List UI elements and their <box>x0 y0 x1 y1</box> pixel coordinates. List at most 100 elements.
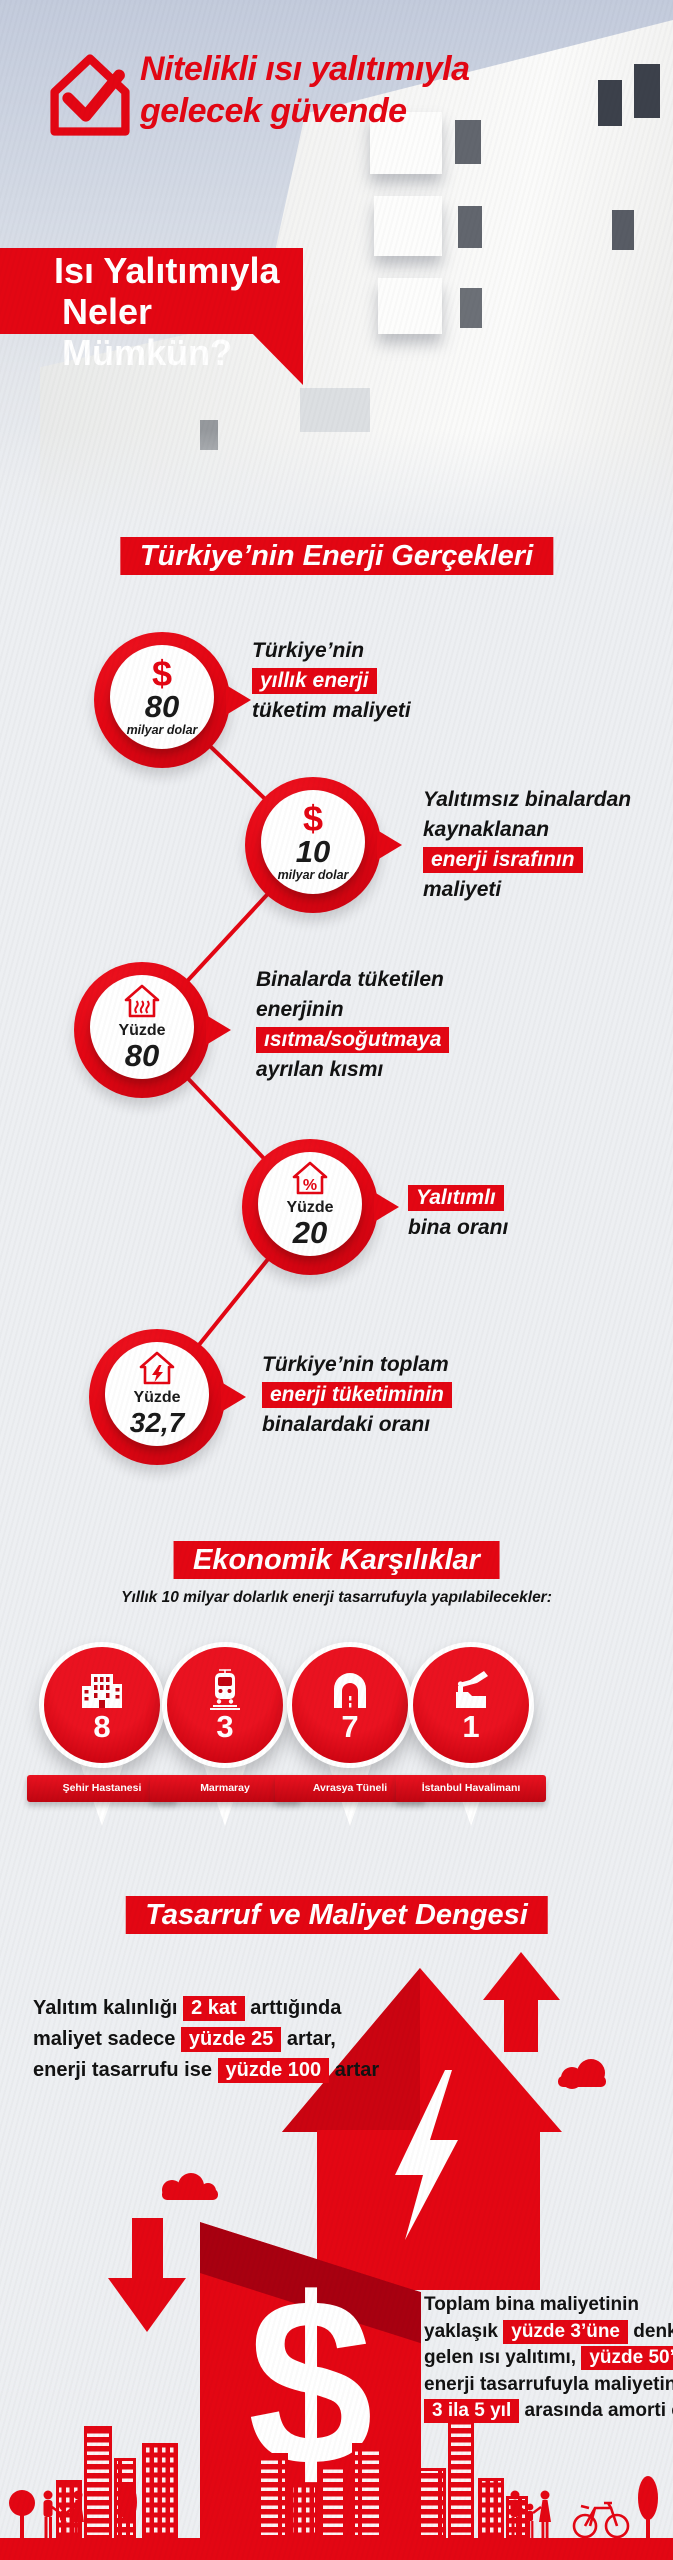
text: yaklaşık <box>424 2320 504 2342</box>
text-highlight: yüzde 100 <box>217 2058 330 2083</box>
text: maliyet sadece <box>33 2028 181 2050</box>
stat-caption: Binalarda tüketilen enerjinin ısıtma/soğ… <box>256 965 450 1085</box>
section-title-balance: Tasarruf ve Maliyet Dengesi <box>125 1896 548 1934</box>
stat-bubble-energy-cost: $ 80 milyar dolar <box>94 632 251 768</box>
text-highlight: 3 ila 5 yıl <box>424 2399 520 2423</box>
poster-title-line1: Nitelikli ısı yalıtımıyla <box>140 50 470 88</box>
caption-line: enerjinin <box>256 998 344 1021</box>
caption-line: ayrılan kısmı <box>256 1058 384 1081</box>
question-banner: Isı Yalıtımıyla Neler Mümkün? <box>0 248 303 373</box>
cloud-icon <box>558 2059 606 2089</box>
text-highlight: yüzde 3’üne <box>503 2319 628 2344</box>
text-highlight: yüzde 25 <box>180 2027 282 2052</box>
caption-line: Türkiye’nin toplam <box>262 1353 449 1376</box>
section-title-energy-facts: Türkiye’nin Enerji Gerçekleri <box>119 537 554 575</box>
photo-fade <box>0 430 673 550</box>
caption-line: tüketim maliyeti <box>252 699 411 722</box>
stat-label: Yüzde <box>286 1199 334 1216</box>
lightning-bolt-icon <box>395 2070 458 2240</box>
stat-bubble-heating-share: Yüzde 80 <box>74 962 231 1098</box>
insulation-thickness-text: Yalıtım kalınlığı 2 kat arttığında maliy… <box>33 1993 379 2086</box>
caption-line: maliyeti <box>423 878 502 901</box>
caption-line: Türkiye’nin <box>252 639 365 662</box>
caption-line: Yalıtımsız binalardan <box>423 788 632 811</box>
stat-pointer <box>226 685 251 715</box>
stat-content: $ 80 milyar dolar <box>110 645 214 749</box>
text: Toplam bina maliyetinin <box>424 2294 640 2315</box>
window <box>458 206 482 248</box>
balcony <box>378 278 442 334</box>
ground-bar <box>0 2538 673 2560</box>
text: artar, <box>281 2028 336 2050</box>
economic-subtitle: Yıllık 10 milyar dolarlık enerji tasarru… <box>121 1589 552 1606</box>
stat-value: 80 <box>144 688 180 724</box>
stat-value: 10 <box>295 833 331 869</box>
window <box>634 64 660 118</box>
cloud-icon <box>162 2173 218 2200</box>
stat-label: Yüzde <box>118 1022 166 1039</box>
pin-head: 1 <box>408 1642 534 1768</box>
tunnel-icon <box>334 1673 366 1708</box>
text: Yalıtım kalınlığı <box>33 1997 184 2019</box>
house-energy-icon <box>139 1351 175 1385</box>
text: gelen ısı yalıtımı, <box>424 2347 582 2368</box>
city-skyline <box>0 2420 673 2560</box>
stat-pointer <box>221 1382 246 1412</box>
family-silhouette <box>43 2490 84 2538</box>
house-arrow <box>282 1968 562 2290</box>
text: enerji tasarrufuyla maliyetini <box>424 2373 673 2395</box>
stat-bubble-energy-waste: $ 10 milyar dolar <box>245 777 402 913</box>
window <box>460 288 482 328</box>
stat-caption: Yalıtımsız binalardan kaynaklanan enerji… <box>423 785 631 905</box>
stat-content: % Yüzde 20 <box>258 1152 362 1256</box>
pin-head: 7 <box>287 1642 413 1768</box>
text-highlight: 2 kat <box>183 1996 245 2021</box>
stat-bubble-buildings-share: Yüzde 32,7 <box>89 1329 246 1465</box>
caption-highlight: enerji tüketiminin <box>262 1382 452 1408</box>
house-check-icon <box>50 54 130 136</box>
text: artar <box>329 2059 380 2081</box>
section-title-economic: Ekonomik Karşılıklar <box>173 1541 500 1579</box>
pin-eurasia-tunnel: 7 Avrasya Tüneli <box>275 1642 425 1857</box>
stat-content: Yüzde 32,7 <box>105 1342 209 1446</box>
stat-caption: Yalıtımlı bina oranı <box>408 1183 508 1243</box>
pin-count: 7 <box>341 1709 359 1744</box>
window <box>455 120 481 164</box>
stat-pointer <box>206 1015 231 1045</box>
poster-title-line2: gelecek güvende <box>140 92 407 130</box>
question-banner-line2: Neler Mümkün? <box>62 291 232 373</box>
question-banner-line1: Isı Yalıtımıyla <box>54 250 280 291</box>
bicycle-icon <box>572 2501 630 2539</box>
balcony <box>370 112 442 174</box>
stat-pointer <box>377 830 402 860</box>
stat-content: $ 10 milyar dolar <box>261 790 365 894</box>
family-silhouette <box>510 2490 551 2538</box>
caption-line: binalardaki oranı <box>262 1413 431 1436</box>
pin-count: 3 <box>216 1709 234 1744</box>
pin-head: 8 <box>39 1642 165 1768</box>
stat-unit: milyar dolar <box>277 867 349 882</box>
balcony <box>374 196 442 256</box>
house-percent-icon: % <box>292 1161 328 1195</box>
building-photo <box>0 0 673 550</box>
caption-line: bina oranı <box>408 1216 509 1239</box>
dollar-symbol: $ <box>151 652 173 694</box>
savings-cost-graphic <box>108 1952 606 2332</box>
caption-highlight: Yalıtımlı <box>408 1185 504 1211</box>
up-arrow-icon <box>483 1952 560 2052</box>
airport-icon <box>456 1671 488 1708</box>
text: denk <box>628 2320 673 2342</box>
pin-label: İstanbul Havalimanı <box>396 1775 546 1802</box>
stat-value: 80 <box>124 1038 160 1073</box>
tree-icon <box>9 2476 658 2538</box>
window <box>598 80 622 126</box>
stat-value: 20 <box>292 1215 328 1250</box>
balcony-shadow <box>300 388 370 432</box>
caption-line: Binalarda tüketilen <box>256 968 444 991</box>
stat-unit: milyar dolar <box>126 722 198 737</box>
caption-line: kaynaklanan <box>423 818 550 841</box>
pin-count: 8 <box>93 1709 111 1744</box>
amortization-text: Toplam bina maliyetinin yaklaşık yüzde 3… <box>424 2292 673 2425</box>
text: arttığında <box>244 1997 342 2019</box>
